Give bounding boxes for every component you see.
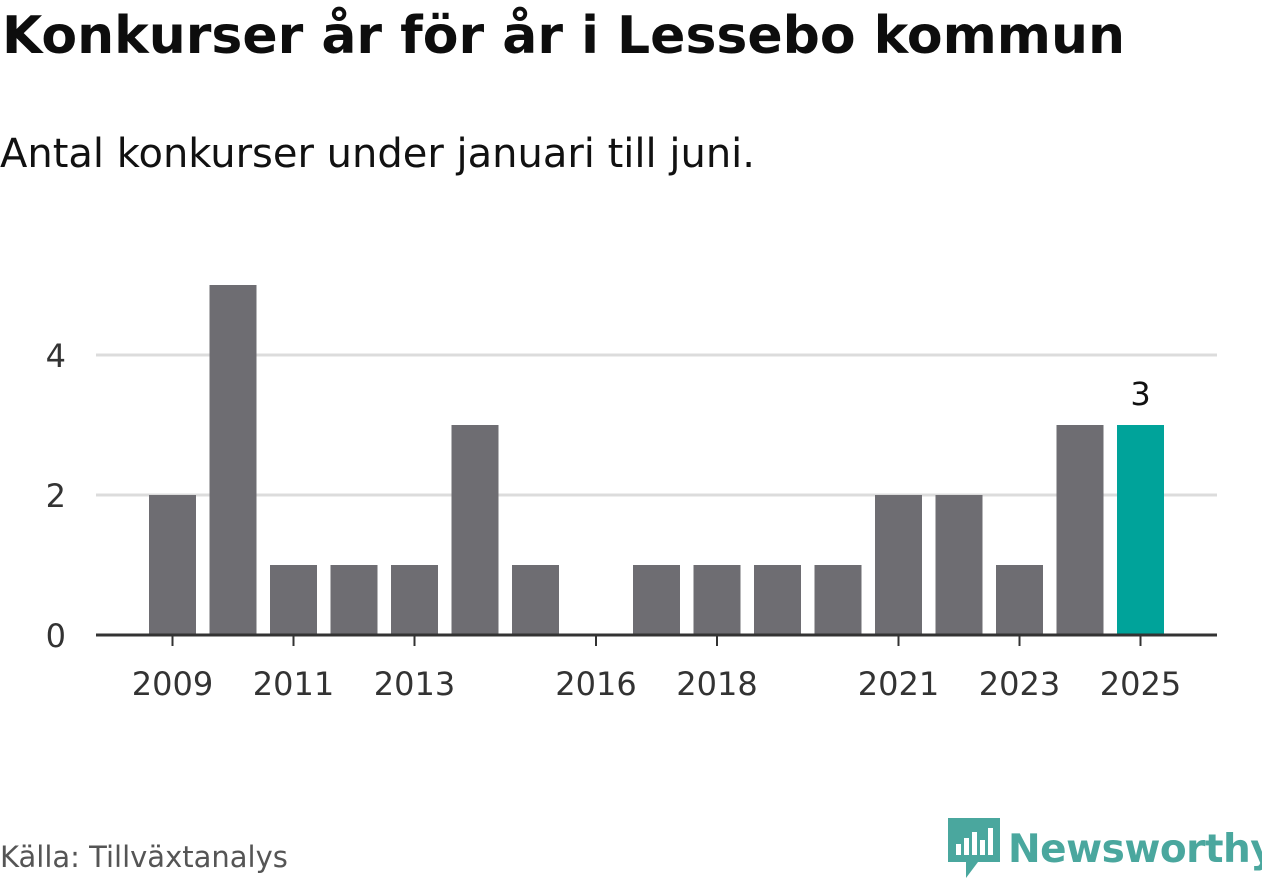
x-tick-label: 2016 bbox=[555, 665, 636, 703]
x-tick-label: 2025 bbox=[1100, 665, 1181, 703]
x-tick-label: 2013 bbox=[374, 665, 455, 703]
bar-2021 bbox=[875, 495, 922, 635]
bar-2025 bbox=[1117, 425, 1164, 635]
bar-2024 bbox=[1056, 425, 1104, 635]
x-tick-label: 2018 bbox=[676, 665, 757, 703]
bar-2017 bbox=[633, 565, 680, 635]
y-tick-label: 0 bbox=[46, 617, 66, 655]
y-tick-label: 2 bbox=[46, 477, 66, 515]
bar-2010 bbox=[209, 285, 257, 635]
bar-2012 bbox=[330, 565, 378, 635]
chart-subtitle: Antal konkurser under januari till juni. bbox=[0, 131, 755, 177]
bar-2018 bbox=[693, 565, 741, 635]
newsworthy-logo: Newsworthy bbox=[948, 818, 1262, 880]
bar-2014 bbox=[451, 425, 499, 635]
bar-2020 bbox=[814, 565, 862, 635]
y-tick-label: 4 bbox=[46, 337, 66, 375]
bar-2015 bbox=[512, 565, 559, 635]
bar-value-label: 3 bbox=[1130, 375, 1150, 413]
bar-2022 bbox=[935, 495, 983, 635]
newsworthy-icon bbox=[948, 818, 1000, 878]
bar-2009 bbox=[149, 495, 196, 635]
x-tick-label: 2021 bbox=[858, 665, 939, 703]
bar-2013 bbox=[391, 565, 438, 635]
x-tick-label: 2009 bbox=[132, 665, 213, 703]
bar-2019 bbox=[754, 565, 801, 635]
source-note: Källa: Tillväxtanalys bbox=[0, 840, 288, 874]
brand-name: Newsworthy bbox=[1008, 826, 1262, 872]
x-tick-label: 2023 bbox=[979, 665, 1060, 703]
bar-2011 bbox=[270, 565, 317, 635]
x-tick-label: 2011 bbox=[253, 665, 334, 703]
chart-title: Konkurser år för år i Lessebo kommun bbox=[2, 6, 1125, 66]
bar-2023 bbox=[996, 565, 1043, 635]
